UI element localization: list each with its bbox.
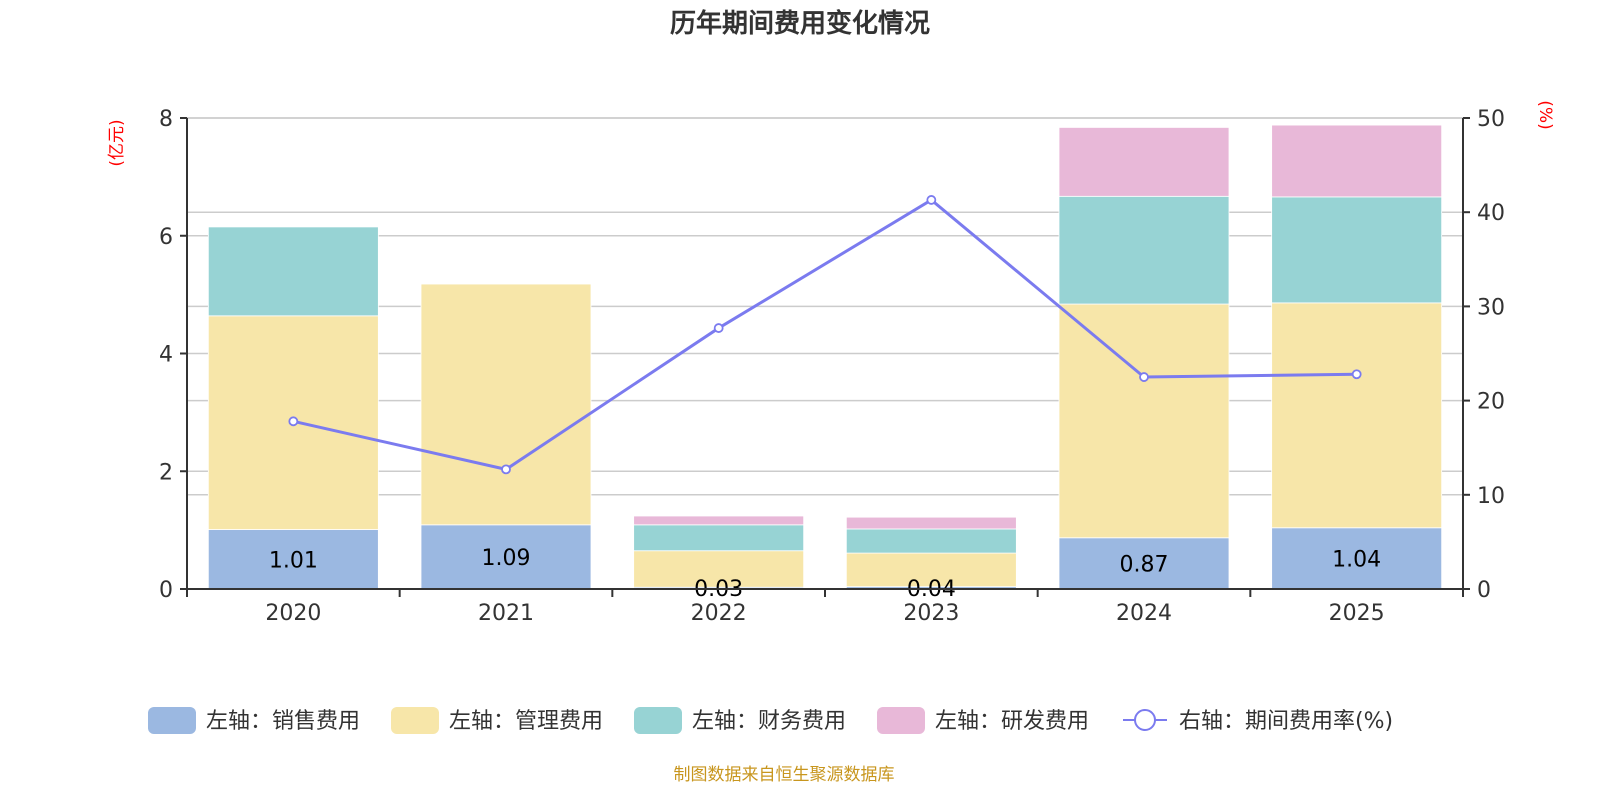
right-axis-unit: (%)	[1535, 100, 1555, 129]
rate-line-point	[1139, 372, 1149, 382]
bar-segment	[1271, 124, 1443, 198]
x-tick-label: 2023	[903, 601, 959, 626]
legend: 左轴：销售费用 左轴：管理费用 左轴：财务费用 左轴：研发费用 右轴：期间费用率(%)	[148, 707, 1393, 734]
legend-swatch	[877, 707, 925, 734]
source-note: 制图数据来自恒生聚源数据库	[674, 765, 895, 785]
bar-data-label: 0.87	[1120, 552, 1169, 577]
bar-data-label: 1.09	[482, 546, 531, 571]
bar-segment	[845, 528, 1017, 554]
legend-swatch	[148, 707, 196, 734]
rate-line-point	[288, 416, 299, 427]
right-tick-label: 50	[1477, 107, 1505, 132]
bar-segment	[207, 529, 379, 590]
bar-segment	[633, 515, 805, 526]
bar-segment	[1271, 196, 1443, 304]
bar-labels: 1.01 1.090.03 0.040.87 1.04	[269, 546, 1381, 602]
right-tick-label: 20	[1477, 390, 1505, 415]
bar-data-label: 1.04	[1332, 547, 1381, 572]
rate-line-point	[1351, 369, 1362, 380]
rate-line-point	[926, 195, 937, 205]
left-tick-label: 0	[159, 578, 173, 603]
bar-segment	[633, 550, 805, 588]
x-tick-label: 2024	[1116, 601, 1172, 626]
right-tick-label: 40	[1477, 201, 1505, 226]
bar-segment	[1058, 303, 1230, 539]
bar-segment	[1271, 527, 1443, 590]
x-tick-label: 2022	[691, 601, 747, 626]
bar-segment	[1058, 127, 1230, 197]
right-tick-label: 0	[1477, 578, 1491, 603]
bar-segment	[207, 226, 379, 317]
legend-label: 左轴：研发费用	[935, 709, 1089, 734]
left-axis-unit: (亿元)	[107, 119, 127, 166]
left-tick-label: 8	[159, 107, 173, 132]
rate-line-path	[293, 198, 1357, 471]
left-tick-label: 4	[159, 343, 173, 368]
bar-segment	[420, 283, 592, 526]
bar-segment	[1271, 302, 1443, 529]
bar-segment	[633, 524, 805, 552]
x-tick-label: 2025	[1329, 601, 1385, 626]
rate-line-point	[713, 323, 724, 333]
right-tick-label: 30	[1477, 295, 1505, 320]
grid-lines	[187, 117, 1463, 496]
legend-label: 左轴：财务费用	[692, 709, 846, 734]
bars	[207, 124, 1443, 590]
legend-swatch	[634, 707, 682, 734]
left-tick-label: 6	[159, 225, 173, 250]
legend-circle-swatch	[1134, 709, 1156, 731]
x-tick-label: 2020	[265, 601, 321, 626]
right-tick-label: 10	[1477, 484, 1505, 509]
axes: 0 2 4 6 8 0 10 20 30 40 50 2020 2021 2022 2023 2024 2025	[159, 107, 1505, 626]
rate-line-point	[501, 464, 511, 475]
bar-segment	[845, 516, 1017, 530]
rate-line	[288, 195, 1362, 475]
x-tick-label: 2021	[478, 601, 534, 626]
chart-title: 历年期间费用变化情况	[670, 8, 930, 39]
legend-swatch	[391, 707, 439, 734]
legend-label: 左轴：管理费用	[449, 709, 603, 734]
left-tick-label: 2	[159, 460, 173, 485]
legend-label: 右轴：期间费用率(%)	[1179, 709, 1393, 734]
bar-data-label: 1.01	[269, 548, 318, 573]
bar-segment	[1058, 195, 1230, 305]
legend-label: 左轴：销售费用	[206, 709, 360, 734]
